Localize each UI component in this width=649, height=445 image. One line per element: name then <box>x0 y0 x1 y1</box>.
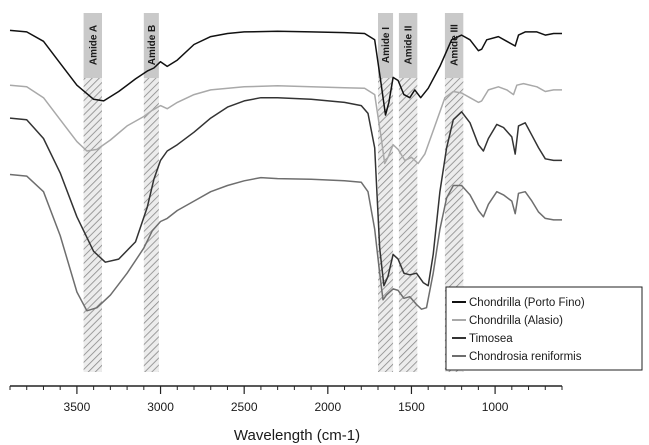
band-label-box-5 <box>444 13 464 78</box>
series-lines <box>9 29 562 312</box>
band-label-2: Amide B <box>147 25 158 66</box>
band-label-box-4 <box>398 13 418 78</box>
band-hatch-1 <box>83 78 102 372</box>
band-label-3: Amide I <box>381 27 392 63</box>
legend-label-1: Chondrilla (Porto Fino) <box>469 297 585 309</box>
x-tick-label: 2000 <box>314 400 341 414</box>
band-label-1: Amide A <box>88 25 99 65</box>
band-label-box-3 <box>378 13 394 78</box>
band-label-5: Amide III <box>450 24 461 66</box>
legend: Chondrilla (Porto Fino) Chondrilla (Alasi… <box>445 286 643 371</box>
x-axis: 3500 3000 2500 2000 1500 1000 <box>9 385 563 414</box>
x-tick-label: 1500 <box>398 400 425 414</box>
series-line-2 <box>9 82 562 165</box>
band-hatch-4 <box>398 78 418 372</box>
band-label-box-2 <box>143 13 159 78</box>
band-hatch-3 <box>378 78 394 372</box>
band-label-box-1 <box>83 13 102 78</box>
x-tick-label: 3500 <box>64 400 91 414</box>
series-line-4 <box>9 173 562 312</box>
x-tick-label: 3000 <box>147 400 174 414</box>
legend-label-4: Chondrosia reniformis <box>469 351 582 363</box>
band-label-4: Amide II <box>404 25 415 64</box>
amide-bands: Amide A Amide B Amide I Amide II Amide III <box>83 13 464 372</box>
x-tick-label: 2500 <box>231 400 258 414</box>
legend-box <box>445 286 643 371</box>
legend-label-3: Timosea <box>469 333 513 345</box>
series-line-1 <box>9 29 562 116</box>
legend-label-2: Chondrilla (Alasio) <box>469 315 563 327</box>
x-axis-title: Wavelength (cm-1) <box>234 427 360 444</box>
band-hatch-2 <box>143 78 159 372</box>
x-tick-label: 1000 <box>482 400 509 414</box>
series-line-3 <box>9 96 562 287</box>
